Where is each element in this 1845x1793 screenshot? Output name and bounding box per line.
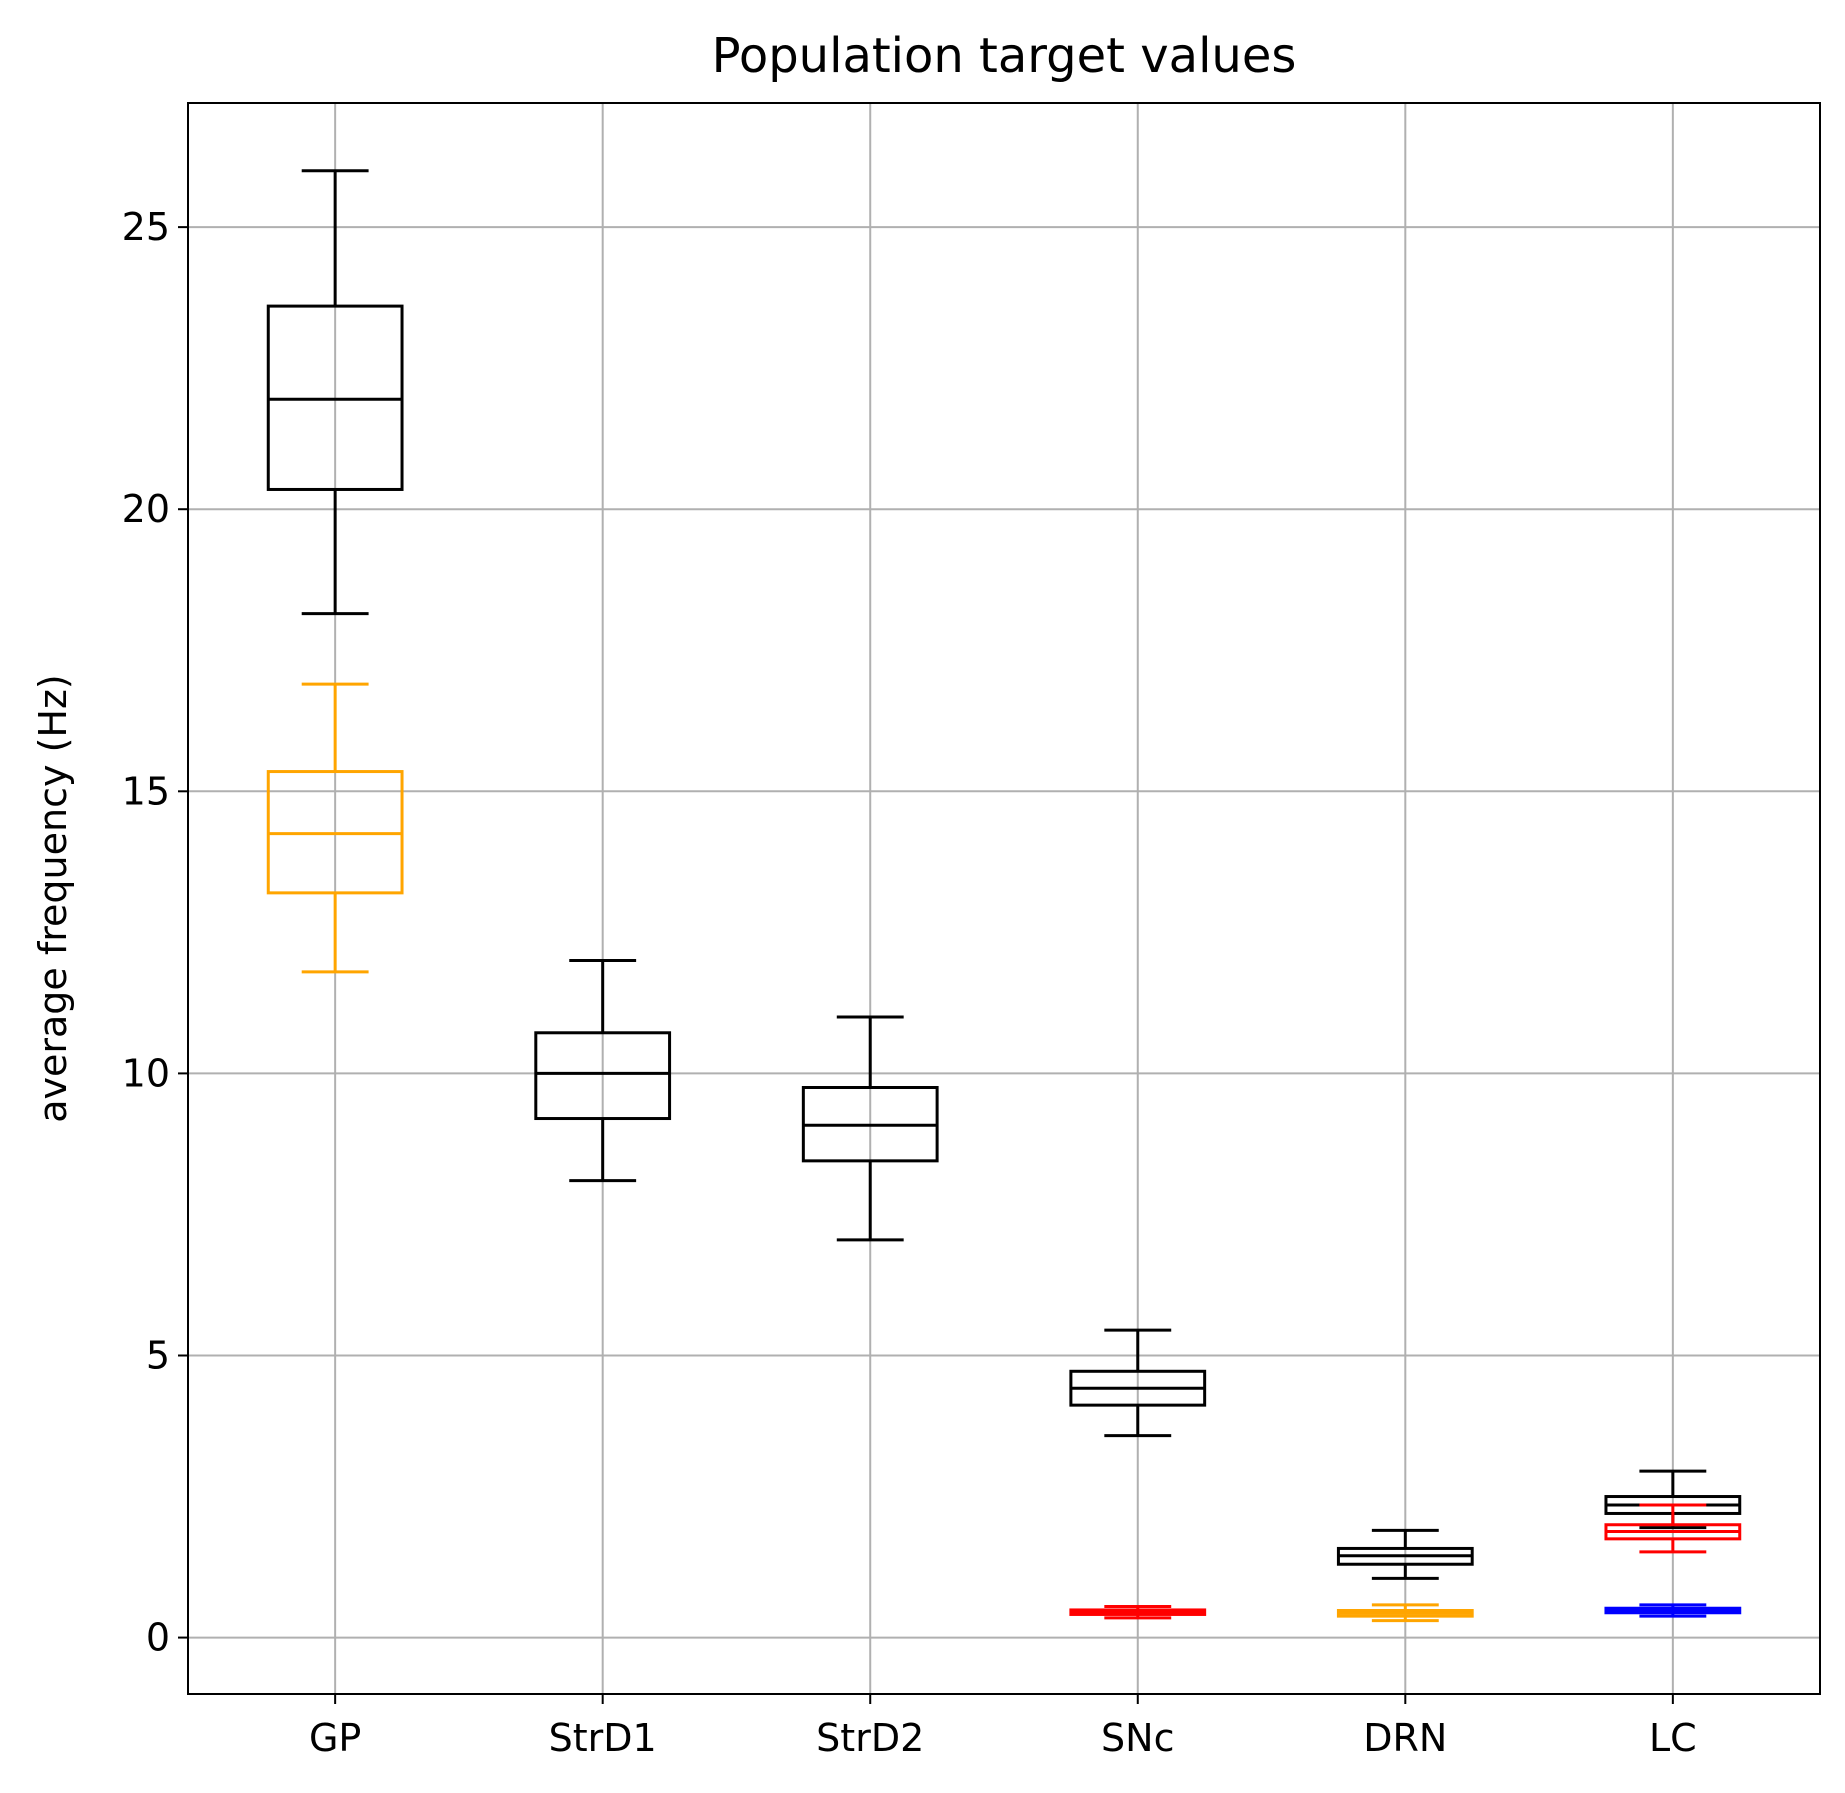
y-tick-label: 20 [122,487,170,531]
box-snc [1069,1328,1207,1438]
y-tick-label: 0 [146,1616,170,1660]
x-tick-label: DRN [1363,1716,1447,1760]
x-tick-label: GP [309,1716,361,1760]
x-tick-label: SNc [1101,1716,1174,1760]
x-tick-label: LC [1649,1716,1697,1760]
x-tick-label: StrD2 [816,1716,924,1760]
y-tick-label: 5 [146,1333,170,1377]
box-gp [266,682,404,974]
x-tick-label: StrD1 [549,1716,657,1760]
box-iqr [534,1031,672,1121]
boxes [266,169,1742,1623]
y-tick-label: 25 [122,205,170,249]
box-drn [1336,1603,1474,1623]
box-strd1 [534,959,672,1183]
box-lc [1604,1603,1742,1618]
ticks: 0 5 10 15 20 25 GP StrD1 StrD2 SNc DRN LC [122,205,1697,1760]
y-axis-label: average frequency (Hz) [31,674,75,1123]
y-tick-label: 15 [122,769,170,813]
box-snc [1069,1605,1207,1620]
chart-title: Population target values [712,28,1297,84]
box-strd2 [801,1015,939,1242]
plot-frame [187,102,1821,1695]
box-drn [1336,1528,1474,1580]
y-tick-label: 10 [122,1051,170,1095]
box-gp [266,169,404,616]
box-lc [1604,1503,1742,1554]
